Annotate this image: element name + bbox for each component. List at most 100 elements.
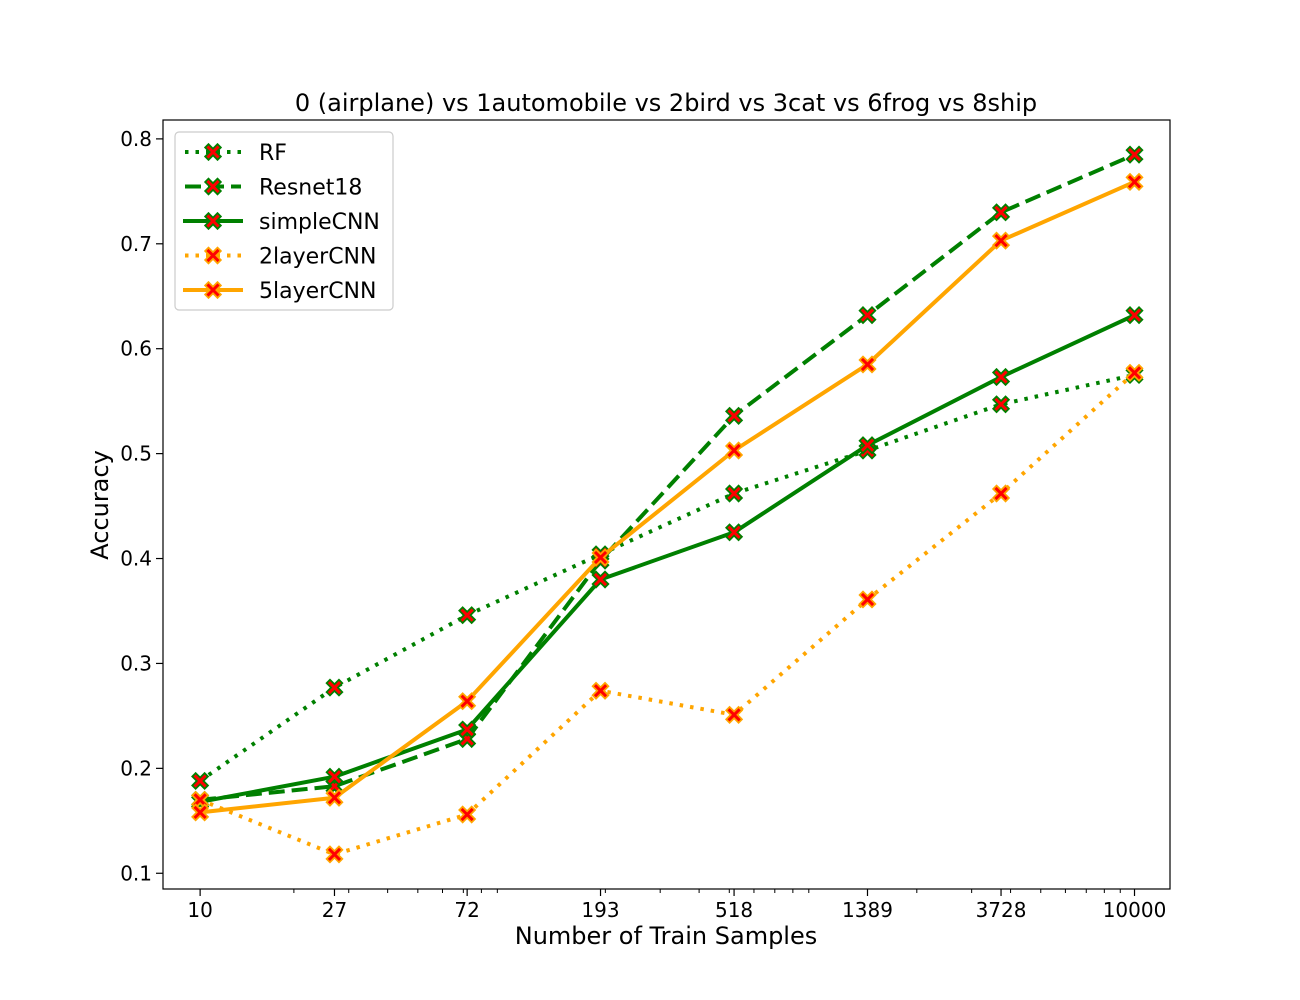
data-point <box>858 306 877 325</box>
axes-frame <box>162 119 1171 890</box>
y-axis: 0.1 0.2 0.3 0.4 0.5 0.6 0.7 0.8 <box>120 127 163 885</box>
marker-fill <box>994 397 1008 411</box>
legend-entry: Resnet18 <box>185 176 362 201</box>
data-point <box>724 705 744 724</box>
legend-label: 2layerCNN <box>259 245 376 270</box>
series-rf <box>191 365 1144 791</box>
data-point <box>858 355 877 374</box>
marker-fill <box>727 525 741 539</box>
legend-label: RF <box>259 141 287 166</box>
legend-label: simpleCNN <box>259 210 380 235</box>
marker-fill <box>593 684 608 698</box>
x-tick-label: 3728 <box>976 898 1027 922</box>
marker-fill <box>727 708 741 722</box>
marker-fill <box>327 680 342 695</box>
data-point <box>191 803 210 822</box>
legend-entry: 5layerCNN <box>183 279 376 304</box>
legend-entry: simpleCNN <box>183 210 380 235</box>
y-tick-label: 0.2 <box>120 756 152 780</box>
data-point <box>724 484 744 503</box>
series-line <box>199 371 1136 857</box>
data-point <box>591 548 610 567</box>
marker-fill <box>727 443 741 458</box>
data-point <box>1125 363 1144 382</box>
data-point <box>991 231 1011 250</box>
data-point <box>325 788 344 807</box>
marker-fill <box>994 486 1008 501</box>
marker-fill <box>994 234 1008 248</box>
legend-marker <box>203 211 223 231</box>
y-tick-label: 0.5 <box>120 442 152 466</box>
marker-fill <box>593 550 608 565</box>
marker-fill <box>206 145 220 159</box>
marker-fill <box>1127 308 1142 322</box>
data-point <box>325 845 344 864</box>
x-tick-label: 1389 <box>842 898 893 922</box>
marker-fill <box>206 214 220 228</box>
legend: RF Resnet18 simpleCNN 2layerCNN 5layerCNN <box>174 131 394 311</box>
x-tick-label: 193 <box>581 898 619 922</box>
marker-fill <box>727 486 741 501</box>
marker-fill <box>1127 366 1142 380</box>
marker-fill <box>860 438 875 452</box>
x-tick-label: 72 <box>454 898 479 922</box>
data-point <box>591 681 610 700</box>
y-axis-label: Accuracy <box>86 450 114 560</box>
plot-area <box>191 145 1144 864</box>
marker-fill <box>206 248 220 263</box>
marker-fill <box>994 205 1008 219</box>
legend-label: Resnet18 <box>259 176 362 201</box>
legend-label: 5layerCNN <box>259 279 376 304</box>
legend-marker <box>203 280 223 300</box>
marker-fill <box>1127 175 1142 189</box>
series-2layercnn <box>191 363 1144 864</box>
data-point <box>724 441 744 460</box>
marker-fill <box>460 608 474 622</box>
data-point <box>858 436 877 455</box>
data-point <box>1125 172 1144 191</box>
data-point <box>1125 306 1144 325</box>
y-tick-label: 0.1 <box>120 861 152 885</box>
marker-fill <box>193 805 207 820</box>
series-line <box>199 152 1136 802</box>
series-line <box>197 312 1138 805</box>
marker-fill <box>860 308 875 322</box>
marker-fill <box>193 793 207 807</box>
y-tick-label: 0.4 <box>120 547 152 571</box>
legend-entry: RF <box>185 141 287 166</box>
x-tick-label: 518 <box>715 898 753 922</box>
legend-marker <box>203 246 223 265</box>
marker-fill <box>327 770 342 784</box>
x-tick-label: 10000 <box>1103 898 1167 922</box>
x-tick-label: 27 <box>322 898 347 922</box>
data-point <box>458 720 477 739</box>
marker-fill <box>206 283 220 297</box>
marker-fill <box>327 847 342 862</box>
marker-fill <box>1127 147 1142 162</box>
y-tick-label: 0.7 <box>120 232 152 256</box>
data-point <box>191 790 210 809</box>
marker-fill <box>327 791 342 805</box>
data-point <box>724 406 744 425</box>
y-tick-label: 0.6 <box>120 337 152 361</box>
data-point <box>724 523 744 542</box>
data-point <box>991 484 1011 503</box>
legend-marker <box>203 177 223 196</box>
y-tick-label: 0.8 <box>120 127 152 151</box>
data-point <box>458 606 477 625</box>
y-tick-label: 0.3 <box>120 651 152 675</box>
marker-fill <box>860 592 875 607</box>
marker-fill <box>460 694 474 708</box>
x-axis: 10 27 72 193 518 1389 3728 10000 <box>187 889 1166 922</box>
series-5layercnn <box>191 172 1144 822</box>
data-point <box>191 771 210 791</box>
series-line <box>197 179 1138 815</box>
marker-fill <box>593 572 608 587</box>
marker-fill <box>460 807 474 822</box>
data-point <box>858 590 877 609</box>
marker-fill <box>994 370 1008 384</box>
legend-marker <box>203 142 223 162</box>
data-point <box>1125 145 1144 164</box>
data-point <box>591 570 610 589</box>
